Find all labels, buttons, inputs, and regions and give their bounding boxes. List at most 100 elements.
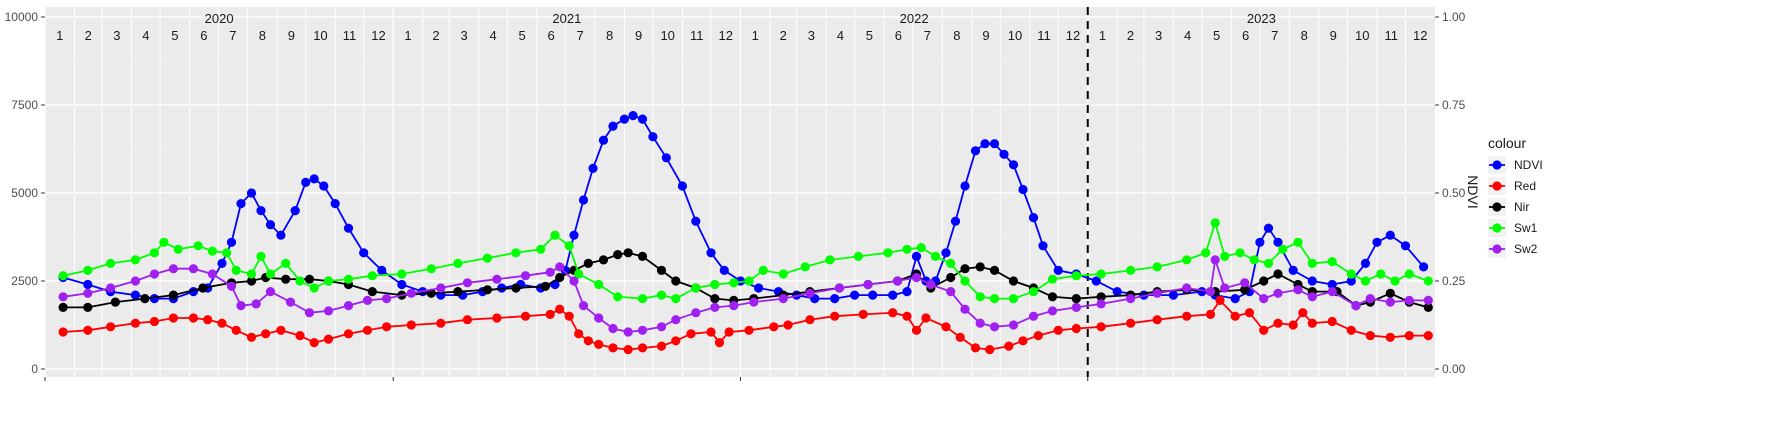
data-point-sw1 <box>309 283 319 293</box>
y-tick-label: 10000 <box>5 10 39 24</box>
y2-tick-label: 0.75 <box>1442 98 1466 112</box>
month-label: 8 <box>953 28 960 43</box>
data-point-sw2 <box>691 308 701 318</box>
data-point-red <box>545 309 555 319</box>
data-point-ndvi <box>1053 265 1063 275</box>
data-point-sw1 <box>323 276 334 286</box>
data-point-sw1 <box>207 246 217 256</box>
month-label: 10 <box>660 28 674 43</box>
data-point-sw1 <box>343 274 354 284</box>
data-point-red <box>1230 311 1240 321</box>
data-point-sw2 <box>1152 288 1162 298</box>
data-point-sw2 <box>436 283 446 293</box>
data-point-sw2 <box>1273 288 1283 298</box>
data-point-ndvi <box>830 294 840 304</box>
data-point-nir <box>304 274 315 284</box>
data-point-sw1 <box>729 278 739 288</box>
legend: colour NDVI Red Nir Sw1 Sw2 <box>1488 135 1543 258</box>
month-label: 7 <box>924 28 931 43</box>
data-point-sw1 <box>1182 255 1192 265</box>
month-label: 1 <box>752 28 759 43</box>
data-point-ndvi <box>1327 279 1337 290</box>
data-point-ndvi <box>608 121 618 131</box>
data-point-sw2 <box>805 288 815 298</box>
data-point-ndvi <box>397 279 407 290</box>
data-point-sw1 <box>1390 276 1400 286</box>
data-point-ndvi <box>343 223 354 233</box>
data-point-red <box>1327 316 1337 327</box>
data-point-nir <box>540 281 551 291</box>
data-point-red <box>130 318 140 328</box>
data-point-red <box>1053 325 1063 335</box>
data-point-sw2 <box>1404 295 1414 305</box>
data-point-sw2 <box>1220 283 1230 293</box>
month-label: 8 <box>606 28 613 43</box>
data-point-red <box>309 338 319 348</box>
data-point-red <box>555 304 565 314</box>
data-point-red <box>608 343 618 353</box>
data-point-ndvi <box>691 216 701 226</box>
data-point-ndvi <box>989 139 1000 149</box>
data-point-nir <box>623 248 633 258</box>
data-point-sw1 <box>367 271 377 281</box>
data-point-red <box>564 311 574 321</box>
data-point-red <box>583 336 593 346</box>
legend-label-nir: Nir <box>1514 200 1529 214</box>
data-point-sw2 <box>710 302 720 312</box>
data-point-nir <box>58 302 68 312</box>
data-point-nir <box>1047 292 1058 302</box>
data-point-sw2 <box>778 294 788 304</box>
year-label: 2021 <box>552 11 581 26</box>
data-point-nir <box>1008 276 1019 286</box>
data-point-sw2 <box>637 325 648 335</box>
data-point-sw1 <box>989 294 1000 304</box>
data-point-nir <box>110 297 120 307</box>
month-label: 9 <box>982 28 989 43</box>
data-point-sw1 <box>975 292 985 302</box>
month-label: 5 <box>171 28 178 43</box>
data-point-sw2 <box>130 276 140 286</box>
data-point-ndvi <box>256 206 266 216</box>
data-point-sw1 <box>594 279 604 290</box>
data-point-nir <box>583 258 593 268</box>
data-point-red <box>246 332 257 342</box>
data-point-sw1 <box>550 230 560 240</box>
data-point-nir <box>989 265 1000 275</box>
data-point-sw2 <box>863 279 873 290</box>
data-point-sw2 <box>1351 301 1361 311</box>
series-red <box>58 295 1433 355</box>
data-point-red <box>1071 323 1081 334</box>
data-point-sw2 <box>304 308 315 318</box>
legend-label-red: Red <box>1514 179 1536 193</box>
month-label: 5 <box>866 28 873 43</box>
data-point-sw1 <box>1201 248 1211 258</box>
data-point-red <box>436 318 446 328</box>
data-point-sw2 <box>1240 278 1250 288</box>
left-y-axis: 0 2500 5000 7500 10000 <box>5 10 45 376</box>
data-point-ndvi <box>1168 290 1178 300</box>
series-line-nir <box>63 251 1429 309</box>
data-point-sw1 <box>691 283 701 293</box>
data-point-nir <box>671 276 681 286</box>
data-point-ndvi <box>246 188 257 198</box>
month-label: 1 <box>1099 28 1106 43</box>
data-point-sw1 <box>83 265 93 275</box>
y2-tick-label: 0.00 <box>1442 362 1466 376</box>
y-tick-label: 0 <box>31 362 38 376</box>
data-point-red <box>623 345 633 355</box>
data-point-nir <box>511 283 521 293</box>
data-point-red <box>1385 332 1395 342</box>
data-point-sw2 <box>1210 255 1220 265</box>
data-point-sw1 <box>853 251 864 261</box>
data-point-sw2 <box>1096 299 1106 309</box>
data-point-red <box>188 313 198 323</box>
y-tick-label: 7500 <box>11 98 38 112</box>
right-y-axis: 0.00 0.25 0.50 0.75 1.00 <box>1435 10 1466 376</box>
data-point-sw1 <box>800 262 810 272</box>
data-point-red <box>955 332 965 342</box>
data-point-sw2 <box>188 264 198 274</box>
month-label: 5 <box>1213 28 1220 43</box>
data-point-sw2 <box>58 292 68 302</box>
data-point-red <box>1259 325 1269 335</box>
data-point-sw2 <box>569 276 579 286</box>
